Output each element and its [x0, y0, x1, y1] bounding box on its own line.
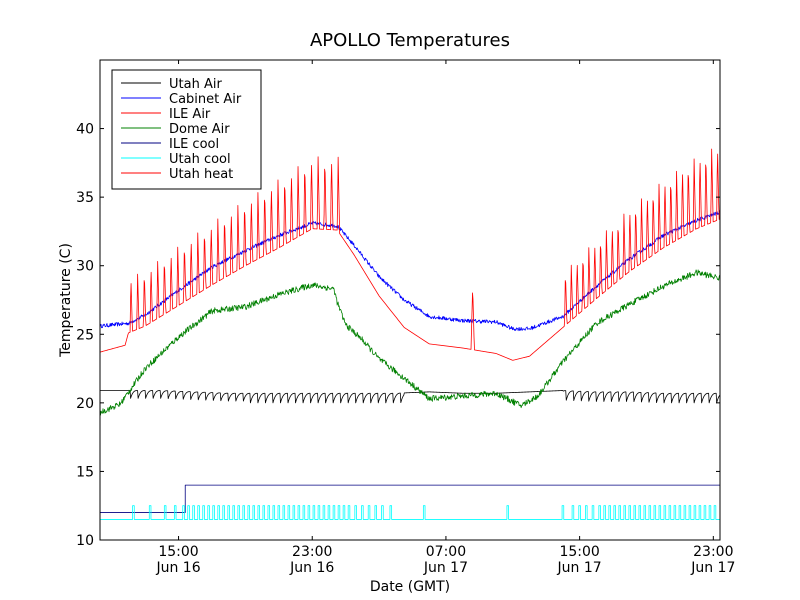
series-layer: [99, 148, 721, 520]
x-tick-label-date: Jun 17: [423, 560, 468, 576]
series-line-ile-cool: [100, 484, 720, 513]
series-line-utah-air: [100, 390, 721, 404]
legend-label-utah-heat: Utah heat: [169, 167, 233, 182]
legend: Utah Air Cabinet Air ILE Air Dome Air IL…: [111, 69, 262, 190]
x-tick-label-date: Jun 17: [557, 560, 602, 576]
x-tick-label-time: 15:00: [559, 544, 599, 560]
x-tick-label-date: Jun 16: [155, 560, 200, 576]
legend-box: [111, 69, 262, 190]
x-tick-label-time: 23:00: [693, 544, 733, 560]
legend-label-cabinet-air: Cabinet Air: [169, 92, 242, 107]
x-tick-label-date: Jun 17: [690, 560, 735, 576]
series-line-ile-air: [99, 148, 720, 361]
legend-label-utah-air: Utah Air: [169, 77, 222, 92]
y-tick-label: 35: [76, 190, 94, 206]
y-tick-label: 30: [76, 259, 94, 275]
x-tick-label-time: 15:00: [158, 544, 198, 560]
y-tick-label: 15: [76, 464, 94, 480]
y-tick-label: 20: [76, 396, 94, 412]
y-tick-label: 25: [76, 327, 94, 343]
x-tick-label-time: 23:00: [292, 544, 332, 560]
x-tick-label-time: 07:00: [426, 544, 466, 560]
chart-title: APOLLO Temperatures: [310, 30, 510, 51]
legend-label-utah-cool: Utah cool: [169, 152, 231, 167]
legend-label-ile-cool: ILE cool: [169, 137, 219, 152]
y-tick-label: 10: [76, 533, 94, 549]
y-tick-label: 40: [76, 122, 94, 138]
x-axis-label: Date (GMT): [370, 579, 450, 595]
series-line-dome-air: [99, 269, 721, 416]
legend-label-dome-air: Dome Air: [169, 122, 230, 137]
y-axis-label: Temperature (C): [58, 243, 74, 358]
plot-frame: [99, 59, 721, 541]
legend-label-ile-air: ILE Air: [169, 107, 211, 122]
x-tick-label-date: Jun 16: [289, 560, 334, 576]
series-line-cabinet-air: [99, 210, 720, 332]
series-line-utah-cool: [100, 505, 720, 520]
